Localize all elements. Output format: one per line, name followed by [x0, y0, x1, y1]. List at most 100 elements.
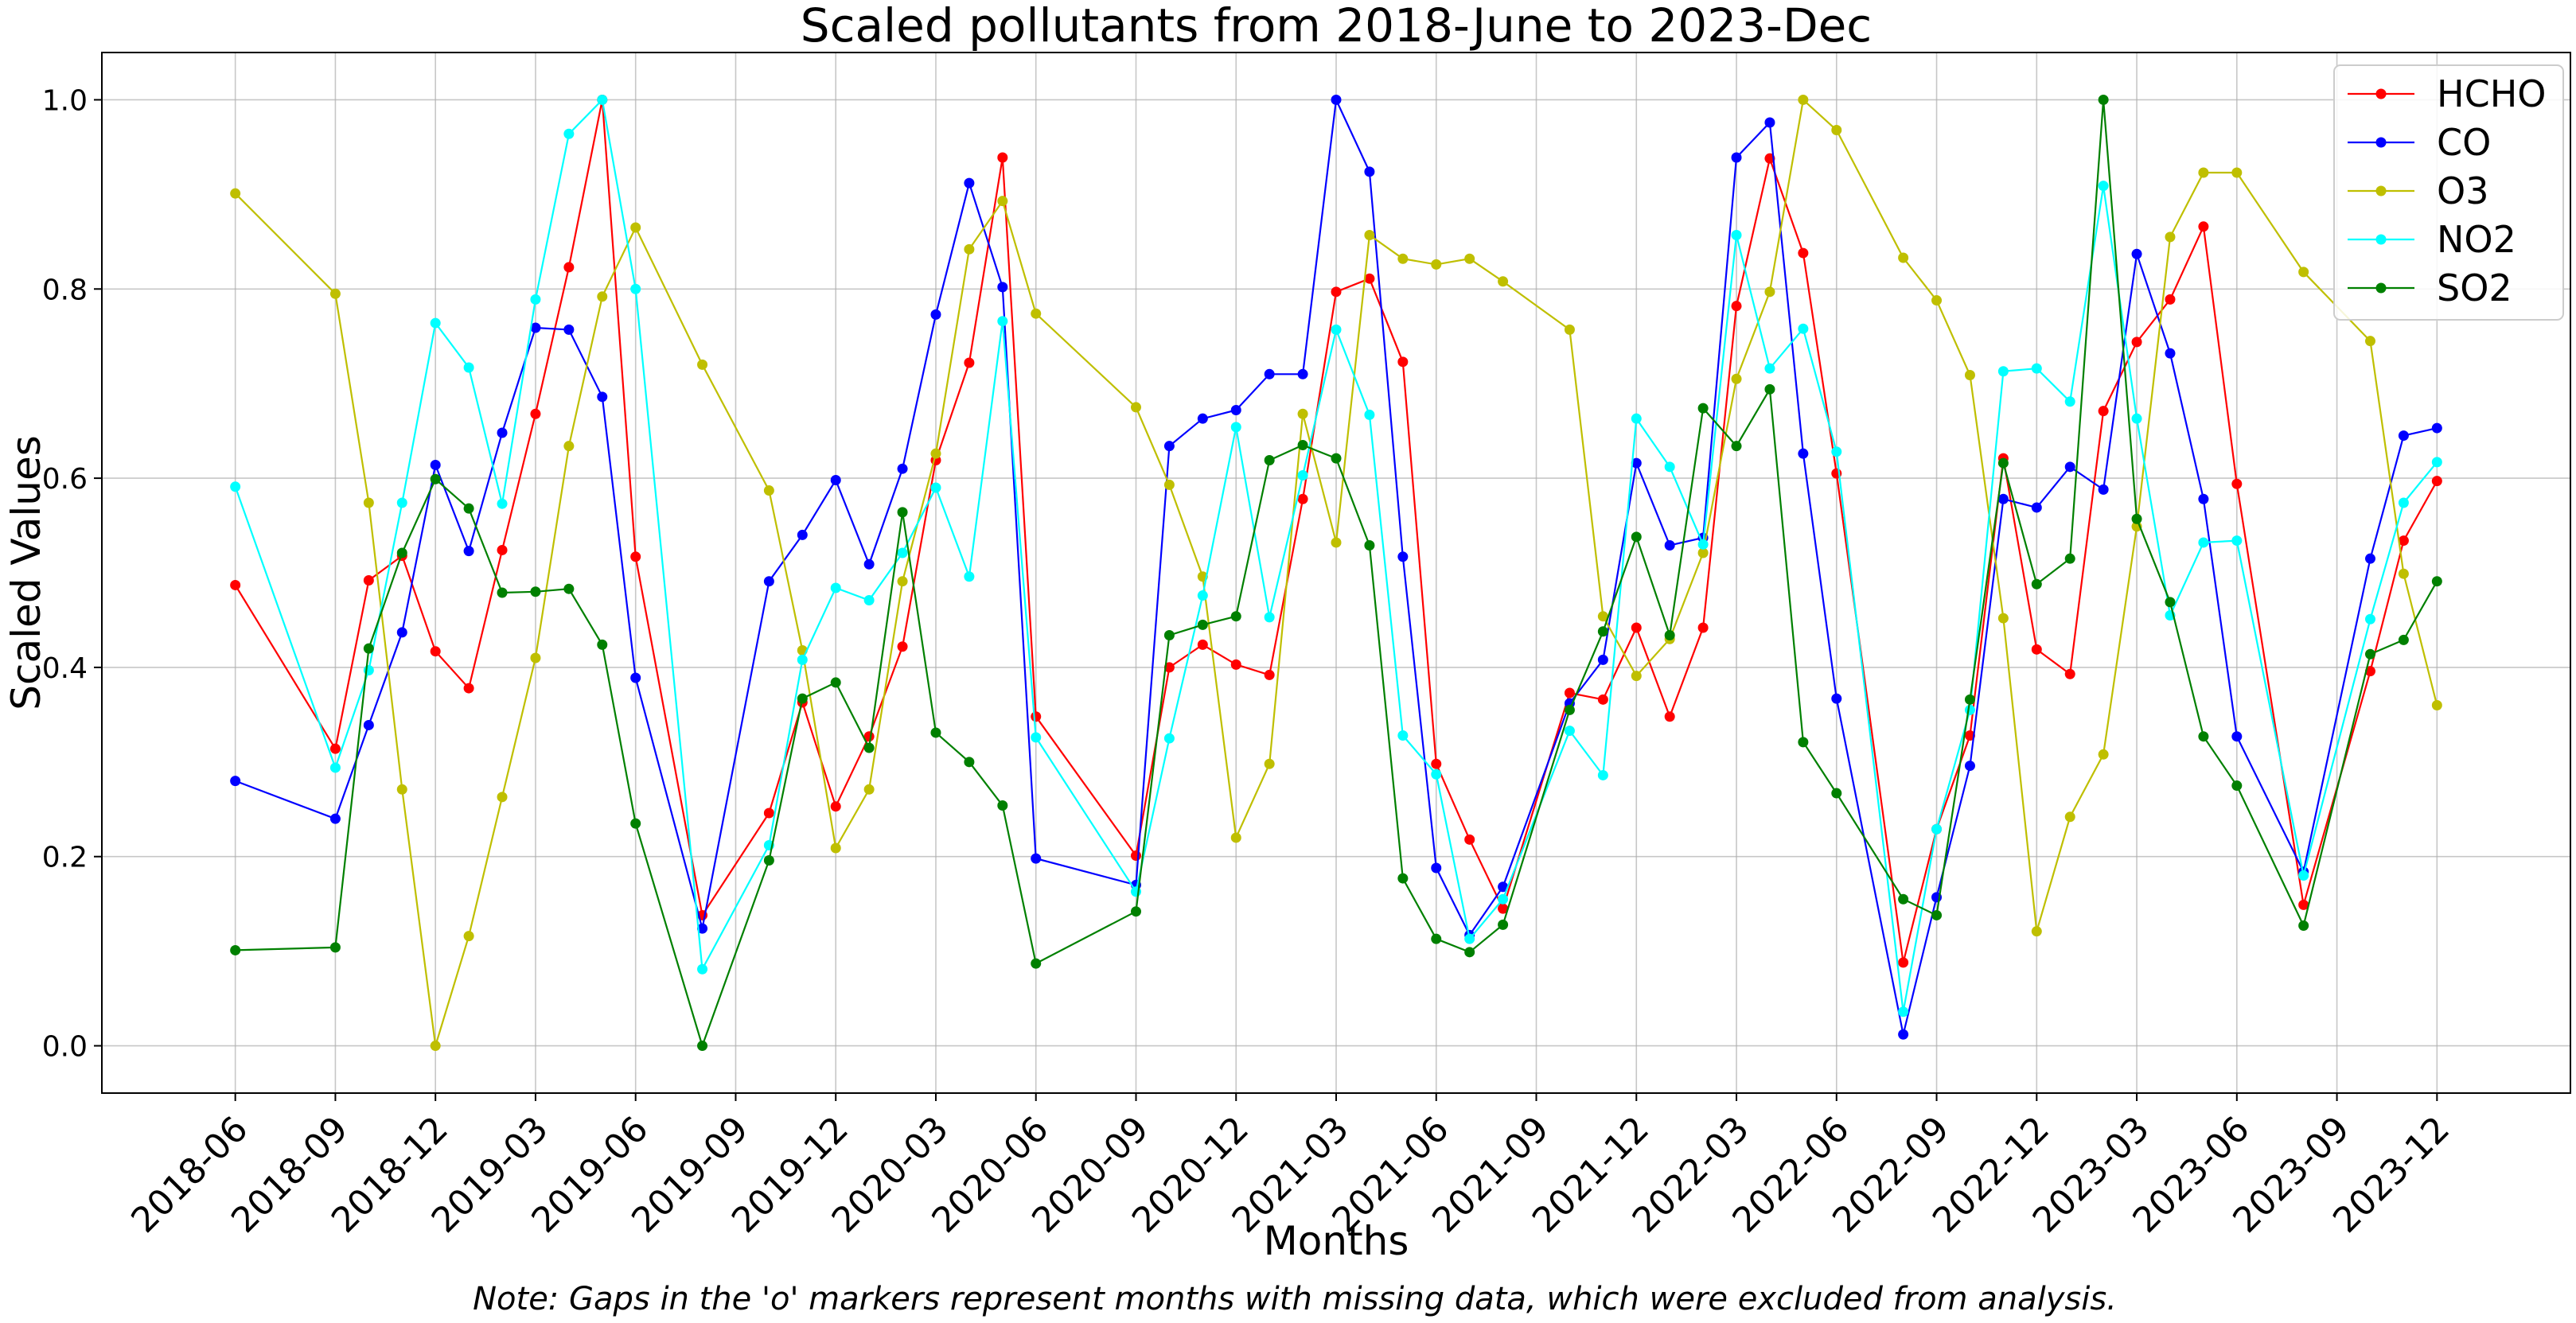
data-point-so2 — [1931, 909, 1943, 920]
legend-entry-hcho: HCHO — [2348, 72, 2547, 115]
data-point-o3 — [1331, 537, 1342, 548]
data-point-hcho — [1464, 834, 1475, 845]
data-point-no2 — [1931, 823, 1943, 835]
data-point-no2 — [2031, 363, 2042, 374]
data-point-co — [863, 558, 875, 570]
data-point-so2 — [1130, 906, 1141, 917]
data-point-co — [2064, 461, 2075, 473]
data-point-o3 — [1230, 832, 1241, 843]
data-point-hcho — [530, 408, 541, 419]
data-point-so2 — [1364, 540, 1375, 551]
data-point-no2 — [1564, 726, 1575, 737]
data-point-hcho — [630, 551, 641, 562]
series-co — [230, 94, 2442, 1040]
series-group — [230, 94, 2442, 1052]
data-point-o3 — [396, 784, 407, 795]
data-point-so2 — [1397, 873, 1409, 884]
data-point-no2 — [1997, 366, 2009, 377]
data-point-so2 — [363, 643, 374, 654]
data-point-so2 — [1664, 629, 1675, 640]
data-point-o3 — [1764, 286, 1775, 298]
data-point-co — [2398, 430, 2409, 442]
data-point-hcho — [997, 152, 1008, 163]
data-point-so2 — [597, 639, 608, 650]
data-point-hcho — [329, 743, 341, 754]
data-point-so2 — [1798, 737, 1809, 748]
data-point-so2 — [1464, 947, 1475, 958]
data-point-hcho — [1664, 711, 1675, 722]
data-point-so2 — [1431, 933, 1442, 944]
data-point-no2 — [230, 481, 241, 492]
data-point-no2 — [396, 497, 407, 508]
data-point-no2 — [2364, 613, 2375, 625]
data-point-hcho — [830, 801, 841, 812]
data-point-so2 — [1597, 626, 1608, 637]
data-point-so2 — [2031, 578, 2042, 590]
data-point-no2 — [2398, 497, 2409, 508]
data-point-no2 — [430, 317, 441, 329]
data-point-so2 — [1197, 619, 1208, 630]
data-point-so2 — [2098, 94, 2109, 105]
data-point-o3 — [2031, 926, 2042, 937]
data-point-co — [1731, 152, 1742, 163]
data-point-o3 — [2364, 336, 2375, 347]
data-point-co — [697, 923, 708, 934]
series-o3 — [230, 94, 2442, 1052]
data-point-o3 — [463, 931, 474, 942]
data-point-hcho — [2364, 666, 2375, 677]
data-point-co — [1798, 448, 1809, 459]
data-point-co — [1331, 94, 1342, 105]
data-point-so2 — [1898, 893, 1909, 905]
data-point-co — [1364, 166, 1375, 177]
data-point-so2 — [2398, 634, 2409, 645]
data-point-no2 — [1798, 323, 1809, 334]
data-point-hcho — [763, 807, 774, 819]
data-point-hcho — [1898, 957, 1909, 968]
y-axis-ticks: 0.0 0.2 0.4 0.6 0.8 1.0 — [42, 84, 102, 1064]
data-point-co — [797, 529, 808, 540]
data-point-no2 — [1831, 446, 1842, 457]
data-point-o3 — [430, 1041, 441, 1052]
data-point-co — [530, 322, 541, 333]
data-point-hcho — [2064, 668, 2075, 679]
data-point-o3 — [1130, 402, 1141, 413]
data-point-so2 — [2131, 513, 2142, 524]
data-point-so2 — [1697, 403, 1709, 414]
data-point-co — [1964, 761, 1975, 772]
data-point-hcho — [1264, 669, 1275, 680]
data-point-no2 — [1364, 409, 1375, 420]
legend-marker-so2 — [2375, 282, 2387, 294]
data-point-no2 — [2098, 181, 2109, 192]
data-point-o3 — [1297, 408, 1308, 419]
data-point-no2 — [1230, 422, 1241, 433]
legend-label-o3: O3 — [2437, 169, 2488, 212]
data-point-o3 — [863, 784, 875, 795]
data-point-o3 — [363, 497, 374, 508]
data-point-so2 — [2165, 597, 2176, 608]
y-tick-label: 0.6 — [42, 463, 88, 496]
data-point-co — [1631, 457, 1642, 469]
legend-marker-hcho — [2375, 88, 2387, 99]
data-point-o3 — [329, 288, 341, 299]
data-point-o3 — [1831, 125, 1842, 136]
data-point-hcho — [1564, 687, 1575, 698]
data-point-so2 — [630, 818, 641, 829]
data-point-so2 — [2198, 731, 2209, 742]
data-point-hcho — [2298, 899, 2309, 910]
data-point-no2 — [1197, 590, 1208, 601]
data-point-o3 — [1898, 252, 1909, 263]
data-point-no2 — [2231, 535, 2243, 547]
data-point-o3 — [1564, 324, 1575, 335]
data-point-hcho — [1130, 850, 1141, 862]
data-point-no2 — [697, 963, 708, 975]
data-point-o3 — [1498, 276, 1509, 287]
data-point-hcho — [2398, 535, 2409, 547]
data-point-co — [997, 282, 1008, 293]
data-point-so2 — [697, 1041, 708, 1052]
data-point-no2 — [797, 654, 808, 665]
data-point-hcho — [1230, 659, 1241, 670]
data-point-no2 — [1764, 363, 1775, 374]
x-axis-label: Months — [1264, 1218, 1409, 1264]
data-point-no2 — [1031, 732, 1042, 743]
